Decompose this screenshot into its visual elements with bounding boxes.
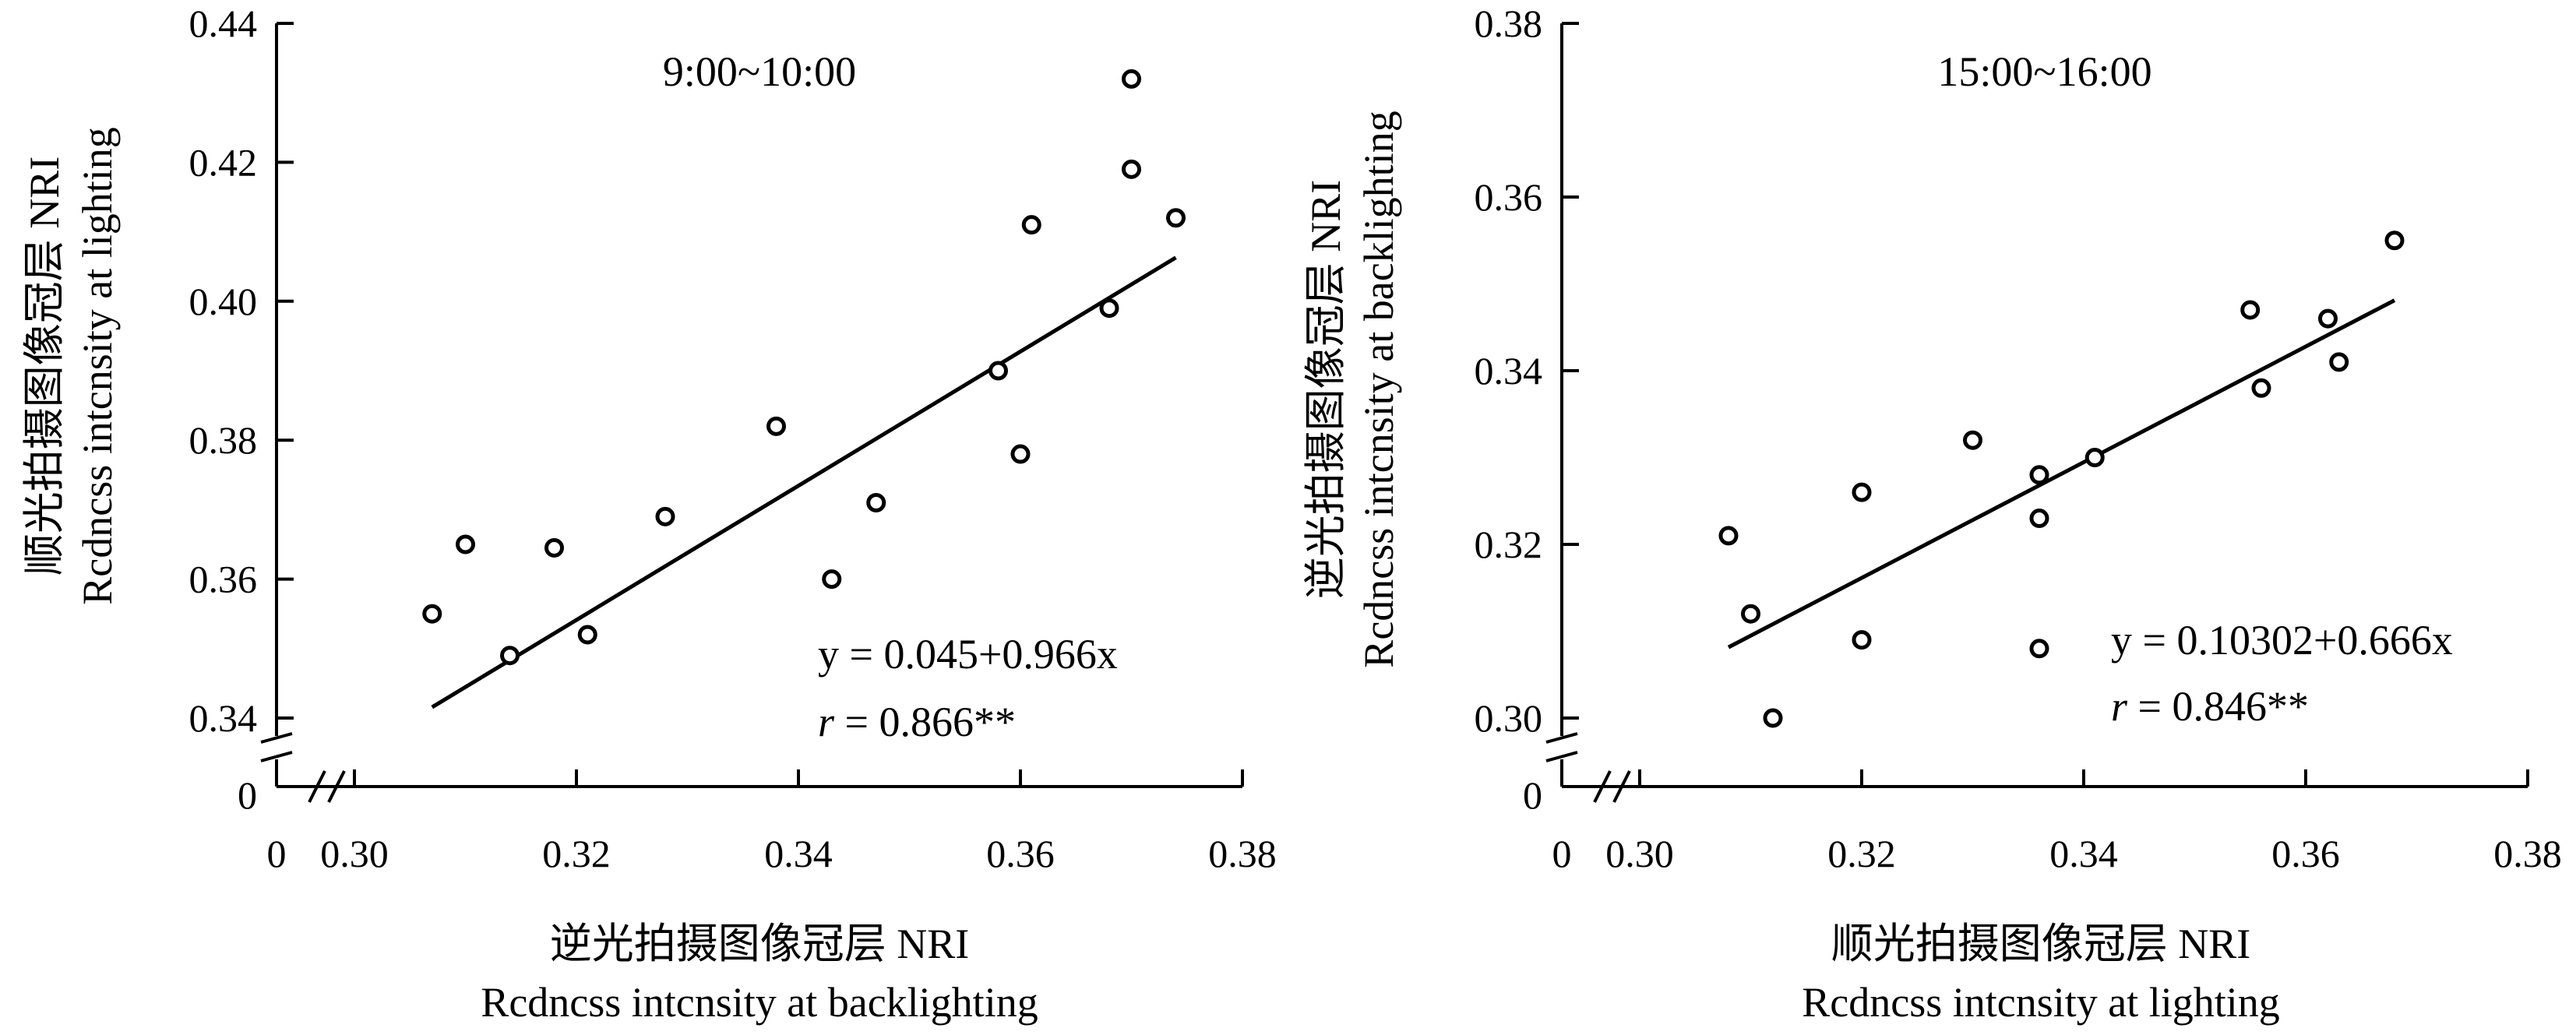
data-point bbox=[2029, 639, 2049, 659]
y-tick-label: 0.34 bbox=[1475, 349, 1543, 393]
data-point bbox=[2029, 509, 2049, 529]
y-tick-label: 0.38 bbox=[189, 418, 258, 462]
x-axis-break-mark bbox=[327, 770, 346, 803]
y-tick-label: 0.38 bbox=[1475, 2, 1543, 45]
y-axis-title: 顺光拍摄图像冠层 NRI bbox=[21, 157, 68, 576]
x-tick-label: 0.34 bbox=[2049, 832, 2118, 875]
data-point bbox=[422, 604, 442, 624]
data-point bbox=[766, 416, 786, 436]
y-tick-label: 0.36 bbox=[1475, 175, 1543, 219]
y-tick-label: 0.42 bbox=[189, 140, 258, 184]
correlation-value: = 0.846** bbox=[2127, 683, 2309, 730]
x-tick-label: 0.32 bbox=[1827, 832, 1896, 875]
x-origin-label: 0 bbox=[267, 832, 287, 875]
x-axis-break-mark bbox=[308, 770, 326, 803]
y-axis-subtitle: Rcdncss intcnsity at lighting bbox=[74, 127, 121, 604]
y-axis-subtitle: Rcdncss intcnsity at backlighting bbox=[1355, 111, 1402, 667]
x-axis-title: 逆光拍摄图像冠层 NRI bbox=[550, 921, 970, 967]
data-point bbox=[577, 625, 597, 645]
data-point bbox=[1122, 69, 1141, 89]
data-point bbox=[1021, 215, 1041, 235]
y-axis-break-mark bbox=[260, 751, 293, 762]
y-tick-label: 0.32 bbox=[1475, 523, 1543, 566]
x-tick-label: 0.34 bbox=[764, 832, 833, 875]
y-axis-title: 逆光拍摄图像冠层 NRI bbox=[1302, 180, 1349, 600]
correlation-label: r = 0.866** bbox=[818, 699, 1016, 745]
y-tick-label: 0.36 bbox=[189, 558, 258, 601]
data-point bbox=[1099, 298, 1119, 319]
chart-title: 15:00~16:00 bbox=[1937, 48, 2151, 95]
x-axis-break-mark bbox=[1593, 770, 1612, 803]
data-point bbox=[988, 361, 1008, 381]
data-point bbox=[1852, 630, 1872, 650]
data-point bbox=[456, 534, 475, 554]
data-point bbox=[822, 569, 842, 590]
data-point bbox=[544, 537, 564, 558]
x-tick-label: 0.30 bbox=[320, 832, 389, 875]
data-point bbox=[1010, 444, 1031, 464]
regression-equation: y = 0.045+0.966x bbox=[818, 631, 1118, 678]
data-point bbox=[2084, 448, 2105, 467]
data-point bbox=[1763, 708, 1783, 728]
x-tick-label: 0.36 bbox=[2271, 832, 2340, 875]
data-point bbox=[1852, 482, 1872, 502]
x-axis-subtitle: Rcdncss intcnsity at backlighting bbox=[481, 979, 1038, 1026]
chart-title: 9:00~10:00 bbox=[663, 48, 856, 95]
data-point bbox=[1718, 526, 1739, 546]
data-point bbox=[1963, 430, 1982, 450]
x-tick-label: 0.32 bbox=[542, 832, 611, 875]
x-tick-label: 0.30 bbox=[1605, 832, 1674, 875]
correlation-label: r = 0.846** bbox=[2111, 683, 2309, 730]
data-point bbox=[500, 646, 520, 666]
x-axis-break-mark bbox=[1612, 770, 1631, 803]
data-point bbox=[655, 506, 675, 526]
x-tick-label: 0.38 bbox=[1208, 832, 1277, 875]
y-axis-break-mark bbox=[260, 732, 293, 744]
chart-panel-afternoon: 0.30 0.32 0.34 0.36 0.38 0.30 0.32 0.34 0.36 0.3… bbox=[1302, 2, 2562, 1026]
data-point bbox=[866, 492, 886, 512]
regression-line bbox=[1727, 298, 2396, 650]
data-point bbox=[2029, 465, 2049, 485]
x-axis-subtitle: Rcdncss intcnsity at lighting bbox=[1802, 979, 2279, 1026]
data-point bbox=[2384, 231, 2405, 251]
x-axis-title: 顺光拍摄图像冠层 NRI bbox=[1831, 921, 2251, 967]
y-origin-label: 0 bbox=[238, 773, 257, 817]
data-point bbox=[2318, 308, 2338, 329]
data-point bbox=[1166, 208, 1186, 228]
y-tick-label: 0.40 bbox=[189, 280, 258, 323]
correlation-value: = 0.866** bbox=[834, 699, 1016, 745]
y-axis-break-mark bbox=[1545, 751, 1578, 762]
x-origin-label: 0 bbox=[1552, 832, 1572, 875]
y-tick-label: 0.34 bbox=[189, 696, 258, 740]
y-tick-label: 0.44 bbox=[189, 2, 258, 45]
correlation-symbol: r bbox=[818, 699, 835, 745]
correlation-symbol: r bbox=[2111, 683, 2128, 730]
data-point bbox=[1741, 604, 1760, 624]
data-point bbox=[2251, 378, 2271, 398]
data-point bbox=[2329, 352, 2349, 372]
regression-equation: y = 0.10302+0.666x bbox=[2111, 617, 2453, 664]
data-point bbox=[2240, 300, 2261, 320]
y-axis-break-mark bbox=[1545, 732, 1578, 744]
x-tick-label: 0.38 bbox=[2493, 832, 2562, 875]
y-origin-label: 0 bbox=[1523, 773, 1542, 817]
y-tick-label: 0.30 bbox=[1475, 696, 1543, 740]
data-point bbox=[1122, 159, 1141, 179]
regression-line bbox=[431, 255, 1177, 709]
x-tick-label: 0.36 bbox=[986, 832, 1055, 875]
chart-panel-morning: 0.34 0.36 0.38 0.40 0.42 0.44 0.30 0.32 0.34 0.3… bbox=[21, 2, 1277, 1026]
